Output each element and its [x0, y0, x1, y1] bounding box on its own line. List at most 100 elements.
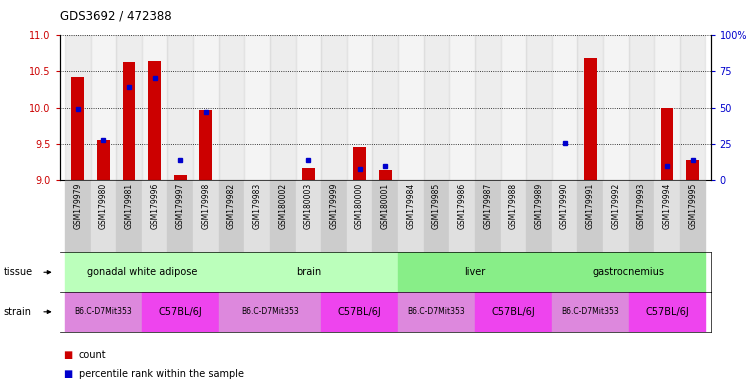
Bar [270, 35, 295, 180]
Text: GSM179980: GSM179980 [99, 183, 108, 229]
Bar [347, 180, 373, 252]
Bar [680, 180, 705, 252]
Text: GSM180000: GSM180000 [355, 183, 364, 229]
Bar [475, 35, 500, 180]
Bar [628, 35, 654, 180]
Text: GSM179984: GSM179984 [406, 183, 415, 229]
Bar [373, 35, 398, 180]
Bar [200, 111, 212, 180]
Text: GSM179981: GSM179981 [124, 183, 133, 229]
Bar [97, 140, 110, 180]
Bar [193, 180, 218, 252]
Text: count: count [79, 350, 106, 360]
Text: ■: ■ [64, 369, 73, 379]
Bar [378, 170, 392, 180]
Text: brain: brain [295, 266, 321, 277]
Bar [526, 180, 552, 252]
Text: GSM179982: GSM179982 [227, 183, 236, 229]
Bar [218, 180, 245, 252]
Bar [65, 180, 91, 252]
Bar [116, 180, 142, 252]
Bar [500, 35, 526, 180]
Text: tissue: tissue [4, 267, 33, 277]
Bar [577, 35, 603, 180]
Text: GSM179998: GSM179998 [201, 183, 210, 229]
Text: C57BL/6J: C57BL/6J [646, 307, 689, 317]
Bar [628, 180, 654, 252]
Text: GSM180003: GSM180003 [304, 183, 313, 229]
Bar [353, 147, 366, 180]
Text: strain: strain [4, 307, 31, 317]
Bar [628, 292, 705, 332]
Text: GSM179983: GSM179983 [253, 183, 262, 229]
Bar [142, 292, 218, 332]
Bar [423, 35, 450, 180]
Text: B6.C-D7Mit353: B6.C-D7Mit353 [75, 308, 132, 316]
Text: GSM179992: GSM179992 [611, 183, 620, 229]
Bar [168, 180, 193, 252]
Text: percentile rank within the sample: percentile rank within the sample [79, 369, 244, 379]
Text: GDS3692 / 472388: GDS3692 / 472388 [60, 10, 171, 23]
Text: ■: ■ [64, 350, 73, 360]
Text: GSM180001: GSM180001 [381, 183, 390, 229]
Text: GSM179988: GSM179988 [509, 183, 518, 229]
Bar [71, 77, 85, 180]
Bar [347, 35, 373, 180]
Bar [245, 35, 270, 180]
Text: GSM179996: GSM179996 [150, 183, 159, 229]
Bar [577, 180, 603, 252]
Bar [142, 180, 168, 252]
Bar [398, 180, 423, 252]
Text: GSM179979: GSM179979 [73, 183, 82, 229]
Bar [148, 61, 161, 180]
Bar [218, 292, 321, 332]
Text: GSM179987: GSM179987 [483, 183, 492, 229]
Bar [302, 168, 315, 180]
Bar [552, 252, 705, 292]
Bar [654, 35, 680, 180]
Bar [423, 180, 450, 252]
Bar [91, 35, 116, 180]
Bar [475, 292, 552, 332]
Bar [398, 292, 475, 332]
Text: GSM179993: GSM179993 [637, 183, 646, 229]
Text: GSM179986: GSM179986 [458, 183, 467, 229]
Bar [65, 252, 218, 292]
Text: GSM179990: GSM179990 [560, 183, 569, 229]
Text: GSM179994: GSM179994 [663, 183, 672, 229]
Text: GSM179985: GSM179985 [432, 183, 441, 229]
Bar [552, 292, 628, 332]
Bar [218, 35, 245, 180]
Bar [245, 180, 270, 252]
Bar [321, 35, 347, 180]
Text: gastrocnemius: gastrocnemius [592, 266, 665, 277]
Text: GSM179995: GSM179995 [688, 183, 697, 229]
Text: liver: liver [465, 266, 485, 277]
Text: C57BL/6J: C57BL/6J [338, 307, 381, 317]
Bar [660, 108, 673, 180]
Bar [174, 175, 187, 180]
Text: GSM180002: GSM180002 [278, 183, 287, 229]
Text: GSM179989: GSM179989 [534, 183, 544, 229]
Bar [116, 35, 142, 180]
Text: C57BL/6J: C57BL/6J [159, 307, 202, 317]
Bar [475, 180, 500, 252]
Text: C57BL/6J: C57BL/6J [491, 307, 536, 317]
Bar [398, 35, 423, 180]
Bar [295, 35, 321, 180]
Bar [552, 35, 577, 180]
Bar [654, 180, 680, 252]
Bar [321, 180, 347, 252]
Bar [680, 35, 705, 180]
Bar [373, 180, 398, 252]
Bar [168, 35, 193, 180]
Bar [686, 160, 699, 180]
Bar [91, 180, 116, 252]
Bar [603, 35, 628, 180]
Text: B6.C-D7Mit353: B6.C-D7Mit353 [561, 308, 619, 316]
Bar [603, 180, 628, 252]
Text: GSM179999: GSM179999 [329, 183, 339, 229]
Bar [500, 180, 526, 252]
Bar [123, 62, 135, 180]
Text: B6.C-D7Mit353: B6.C-D7Mit353 [241, 308, 298, 316]
